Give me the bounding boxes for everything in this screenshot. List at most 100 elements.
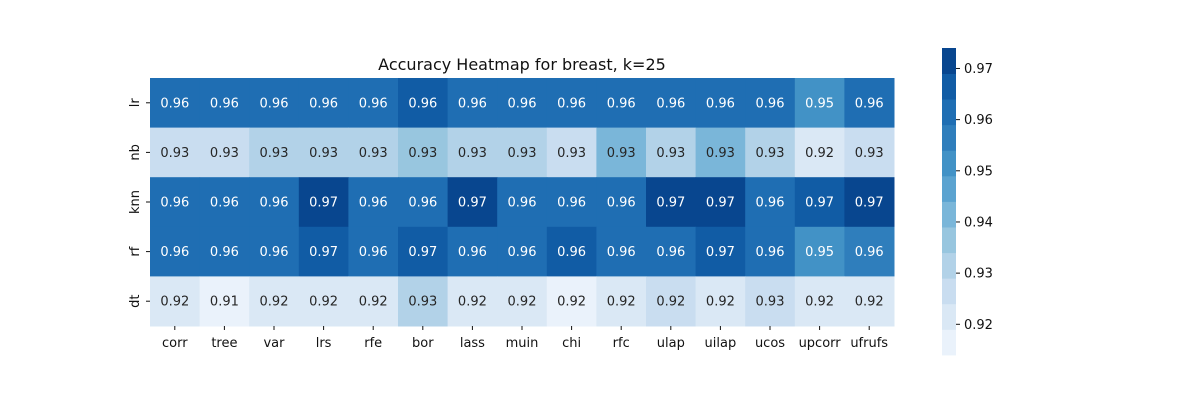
heatmap-cell-lr-upcorr — [794, 78, 845, 129]
cell-value-label: 0.96 — [756, 245, 785, 260]
heatmap-cell-dt-ufrufs — [844, 276, 895, 327]
heatmap-cell-rf-ulap — [646, 226, 697, 277]
cell-value-label: 0.96 — [260, 96, 289, 111]
heatmap-cell-rf-lrs — [298, 226, 349, 277]
cell-value-label: 0.96 — [160, 245, 189, 260]
heatmap-cell-nb-muin — [497, 127, 548, 178]
x-tick-label-tree: tree — [211, 336, 237, 351]
cell-value-label: 0.92 — [855, 295, 884, 310]
heatmap-cell-lr-lrs — [298, 78, 349, 129]
heatmap-cell-knn-lrs — [298, 177, 349, 228]
heatmap-cell-dt-var — [249, 276, 300, 327]
heatmap-cell-rf-corr — [150, 226, 201, 277]
y-tick-label-nb: nb — [128, 144, 143, 161]
heatmap-cell-knn-upcorr — [794, 177, 845, 228]
heatmap-cell-rf-chi — [546, 226, 597, 277]
heatmap-cell-nb-corr — [150, 127, 201, 178]
colorbar-tick-label: 0.96 — [964, 113, 993, 128]
heatmap-cell-dt-lrs — [298, 276, 349, 327]
heatmap-cell-lr-ufrufs — [844, 78, 895, 129]
x-tick-label-rfe: rfe — [364, 336, 382, 351]
colorbar-segment — [942, 73, 956, 100]
heatmap-cell-dt-rfc — [596, 276, 647, 327]
cell-value-label: 0.95 — [805, 245, 834, 260]
cell-value-label: 0.96 — [359, 196, 388, 211]
colorbar-segment — [942, 48, 956, 74]
colorbar-segment — [942, 227, 956, 254]
heatmap-cell-lr-ulap — [646, 78, 697, 129]
heatmap-cell-lr-rfe — [348, 78, 399, 129]
colorbar-tick-label: 0.97 — [964, 62, 993, 77]
y-tick-label-dt: dt — [128, 295, 143, 308]
colorbar-tick-label: 0.92 — [964, 318, 993, 333]
cell-value-label: 0.97 — [309, 196, 338, 211]
colorbar-tick-label: 0.94 — [964, 215, 993, 230]
cell-value-label: 0.93 — [309, 146, 338, 161]
cell-value-label: 0.97 — [706, 245, 735, 260]
colorbar-segment — [942, 124, 956, 151]
y-tick-label-rf: rf — [128, 246, 143, 256]
heatmap-cell-nb-uilap — [695, 127, 746, 178]
cell-value-label: 0.96 — [607, 245, 636, 260]
cell-value-label: 0.92 — [805, 146, 834, 161]
cell-value-label: 0.96 — [260, 245, 289, 260]
cell-value-label: 0.93 — [756, 146, 785, 161]
colorbar-tick-label: 0.95 — [964, 164, 993, 179]
cell-value-label: 0.96 — [160, 96, 189, 111]
heatmap-cell-nb-ulap — [646, 127, 697, 178]
heatmap-cell-knn-ulap — [646, 177, 697, 228]
heatmap-cell-rf-var — [249, 226, 300, 277]
heatmap-cell-lr-muin — [497, 78, 548, 129]
colorbar: 0.92 0.93 0.94 0.95 0.96 0.97 — [942, 48, 993, 356]
cell-value-label: 0.96 — [557, 196, 586, 211]
x-tick-label-var: var — [263, 336, 285, 351]
heatmap-cell-lr-bor — [398, 78, 449, 129]
colorbar-segment — [942, 150, 956, 177]
heatmap-cell-knn-ucos — [745, 177, 796, 228]
heatmap-cell-knn-uilap — [695, 177, 746, 228]
colorbar-segment — [942, 252, 956, 279]
cell-value-label: 0.93 — [408, 295, 437, 310]
cell-value-label: 0.96 — [160, 196, 189, 211]
heatmap-cell-nb-ucos — [745, 127, 796, 178]
x-tick-label-rfc: rfc — [613, 336, 630, 351]
heatmap-cell-dt-rfe — [348, 276, 399, 327]
cell-value-label: 0.96 — [656, 245, 685, 260]
heatmap-cell-nb-var — [249, 127, 300, 178]
cell-value-label: 0.93 — [855, 146, 884, 161]
cell-value-label: 0.96 — [508, 245, 537, 260]
heatmap-cell-rf-rfe — [348, 226, 399, 277]
heatmap-cell-knn-rfe — [348, 177, 399, 228]
cell-value-label: 0.96 — [855, 245, 884, 260]
heatmap-cell-nb-chi — [546, 127, 597, 178]
heatmap-cell-rf-rfc — [596, 226, 647, 277]
cell-value-label: 0.96 — [656, 96, 685, 111]
cell-value-label: 0.97 — [656, 196, 685, 211]
heatmap-cell-knn-bor — [398, 177, 449, 228]
heatmap-cell-dt-ulap — [646, 276, 697, 327]
heatmap-cell-dt-upcorr — [794, 276, 845, 327]
cell-value-label: 0.93 — [408, 146, 437, 161]
cell-value-label: 0.96 — [855, 96, 884, 111]
x-tick-label-lass: lass — [460, 336, 485, 351]
heatmap-cell-nb-rfe — [348, 127, 399, 178]
cell-value-label: 0.92 — [706, 295, 735, 310]
heatmap-cell-dt-chi — [546, 276, 597, 327]
heatmap-cell-nb-lrs — [298, 127, 349, 178]
heatmap-cell-knn-muin — [497, 177, 548, 228]
cell-value-label: 0.93 — [359, 146, 388, 161]
cell-value-label: 0.93 — [508, 146, 537, 161]
cell-value-label: 0.96 — [309, 96, 338, 111]
cell-value-label: 0.92 — [656, 295, 685, 310]
heatmap-cell-knn-tree — [199, 177, 250, 228]
cell-value-label: 0.92 — [805, 295, 834, 310]
cell-value-label: 0.92 — [508, 295, 537, 310]
heatmap-cell-rf-lass — [447, 226, 498, 277]
cell-value-label: 0.93 — [160, 146, 189, 161]
colorbar-segment — [942, 303, 956, 330]
cell-value-label: 0.96 — [408, 196, 437, 211]
heatmap-cell-rf-muin — [497, 226, 548, 277]
cell-value-label: 0.97 — [706, 196, 735, 211]
x-tick-label-upcorr: upcorr — [799, 336, 842, 351]
heatmap-cell-rf-upcorr — [794, 226, 845, 277]
